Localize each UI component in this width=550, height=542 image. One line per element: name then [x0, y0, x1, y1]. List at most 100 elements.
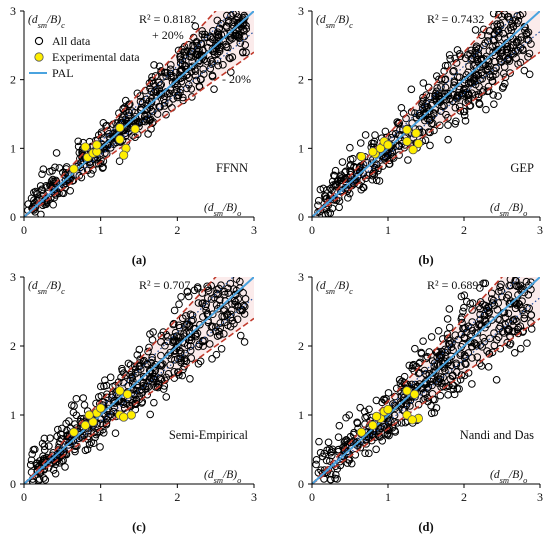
- data-point: [176, 85, 185, 94]
- data-point: [224, 284, 232, 293]
- data-point: [27, 456, 36, 464]
- data-point: [476, 341, 485, 349]
- data-point: [49, 175, 57, 184]
- data-point: [499, 82, 508, 91]
- data-point: [426, 141, 434, 150]
- x-tick-label: 2: [461, 223, 467, 237]
- data-point: [449, 371, 457, 380]
- data-point: [230, 319, 238, 328]
- data-point: [97, 382, 105, 391]
- data-point: [312, 460, 320, 469]
- data-point: [157, 375, 166, 384]
- data-point: [514, 36, 522, 44]
- data-point: [42, 182, 50, 190]
- x-tick-label: 3: [251, 490, 257, 504]
- data-point: [182, 329, 191, 337]
- lower-20-line: [24, 51, 254, 217]
- data-point: [434, 326, 443, 335]
- x-tick-label: 1: [98, 490, 104, 504]
- data-point: [384, 389, 393, 397]
- data-point: [193, 283, 202, 291]
- data-point: [170, 333, 178, 341]
- data-point: [236, 39, 245, 47]
- data-point: [356, 403, 364, 412]
- data-point: [229, 285, 238, 293]
- data-point: [404, 156, 412, 164]
- data-point: [206, 64, 215, 73]
- data-point: [179, 93, 187, 102]
- lower-20-line: [24, 317, 254, 484]
- data-point: [439, 373, 447, 382]
- data-point: [212, 350, 221, 359]
- data-point: [180, 354, 189, 363]
- data-point: [494, 11, 503, 19]
- data-point: [419, 388, 428, 397]
- data-point: [361, 174, 370, 183]
- y-tick-label: 0: [298, 477, 304, 491]
- data-point: [326, 475, 335, 484]
- data-point: [220, 330, 228, 338]
- data-point: [94, 131, 103, 139]
- data-point: [503, 42, 512, 51]
- lower-10-line: [312, 31, 540, 217]
- data-point: [445, 51, 454, 59]
- x-tick-label: 0: [21, 223, 27, 237]
- y-tick-label: 2: [298, 339, 304, 353]
- data-point: [216, 301, 225, 310]
- data-point: [38, 170, 46, 178]
- data-point: [74, 137, 83, 146]
- data-point: [521, 26, 529, 35]
- data-point: [355, 163, 364, 172]
- data-point: [197, 75, 205, 84]
- data-point: [324, 438, 333, 447]
- data-point: [432, 95, 441, 104]
- data-point: [323, 446, 331, 455]
- data-point: [53, 432, 61, 441]
- experimental-point: [368, 147, 378, 157]
- data-point: [411, 344, 419, 353]
- data-point: [146, 410, 155, 419]
- data-point: [513, 282, 521, 291]
- data-point: [432, 404, 441, 412]
- data-point: [131, 362, 139, 371]
- data-point: [210, 293, 218, 302]
- data-point: [445, 340, 454, 348]
- data-point: [490, 329, 498, 337]
- data-point: [393, 419, 402, 427]
- pal-line: [24, 11, 254, 217]
- data-point: [483, 37, 492, 45]
- data-point: [452, 361, 461, 369]
- data-point: [460, 351, 469, 359]
- data-point: [483, 87, 492, 96]
- data-point: [83, 166, 92, 175]
- data-point: [38, 458, 47, 467]
- data-point: [242, 48, 250, 57]
- data-point: [433, 353, 441, 361]
- data-point: [52, 149, 61, 157]
- data-point: [178, 314, 187, 323]
- data-point: [459, 107, 468, 116]
- legend-experimental-label: Experimental data: [52, 50, 140, 64]
- data-point: [215, 331, 224, 339]
- data-point: [480, 311, 489, 320]
- pal-line: [312, 11, 540, 217]
- y-tick-label: 0: [10, 210, 16, 224]
- data-point: [346, 170, 355, 179]
- data-point: [208, 72, 217, 81]
- data-point: [361, 449, 369, 458]
- data-point: [81, 446, 90, 455]
- lower-10-line: [312, 297, 540, 484]
- experimental-point: [402, 136, 412, 147]
- data-point: [516, 344, 525, 353]
- data-point: [466, 78, 475, 86]
- data-point: [39, 165, 48, 174]
- data-point: [504, 309, 513, 318]
- experimental-point: [92, 140, 102, 150]
- data-point: [467, 55, 475, 63]
- data-point: [407, 85, 416, 94]
- data-point: [473, 329, 482, 337]
- data-point: [80, 401, 89, 409]
- data-point: [433, 84, 441, 92]
- y-tick-label: 1: [298, 408, 304, 422]
- data-point: [459, 307, 467, 316]
